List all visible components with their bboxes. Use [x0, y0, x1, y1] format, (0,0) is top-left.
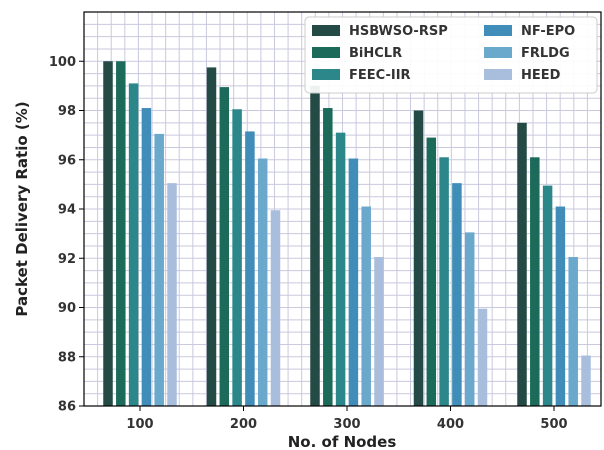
x-tick-label: 200: [230, 417, 257, 432]
y-tick-label: 92: [58, 252, 76, 267]
legend-swatch: [312, 47, 340, 58]
legend-box: [304, 16, 598, 94]
bar-bihclr-400: [426, 137, 437, 406]
bar-hsbwso-rsp-300: [310, 85, 320, 406]
bar-nf-epo-300: [348, 158, 359, 406]
y-tick-label: 90: [58, 301, 76, 316]
x-tick-label: 300: [333, 417, 360, 432]
x-tick-label: 500: [540, 417, 567, 432]
bar-frldg-100: [154, 133, 164, 407]
bars: [103, 61, 591, 407]
bar-heed-400: [477, 308, 488, 406]
bar-feec-iir-400: [439, 157, 449, 406]
bar-hsbwso-rsp-400: [413, 110, 424, 406]
x-axis-ticks: 100 200 300 400 500: [126, 406, 568, 432]
bar-heed-100: [167, 183, 177, 406]
bar-hsbwso-rsp-500: [517, 122, 527, 406]
bar-frldg-400: [464, 232, 475, 406]
bar-bihclr-500: [530, 157, 540, 406]
legend: HSBWSO-RSP BiHCLR FEEC-IIR NF-EPO FRLDG HEED: [304, 16, 598, 94]
bar-feec-iir-300: [335, 132, 346, 406]
bar-nf-epo-100: [141, 108, 152, 406]
legend-swatch: [484, 25, 512, 36]
x-tick-label: 400: [437, 417, 464, 432]
legend-label: NF-EPO: [521, 24, 575, 39]
bar-frldg-500: [568, 257, 578, 406]
y-tick-label: 94: [58, 203, 76, 218]
legend-swatch: [312, 25, 340, 36]
legend-label: HSBWSO-RSP: [349, 24, 448, 39]
bar-nf-epo-500: [555, 206, 566, 406]
bar-feec-iir-200: [232, 109, 242, 407]
y-tick-label: 88: [58, 350, 76, 365]
legend-label: BiHCLR: [349, 46, 402, 61]
y-tick-label: 98: [58, 104, 76, 119]
legend-swatch: [312, 69, 340, 80]
legend-label: FRLDG: [521, 46, 570, 61]
x-tick-label: 100: [126, 417, 153, 432]
bar-bihclr-300: [323, 108, 333, 406]
x-axis-title: No. of Nodes: [288, 433, 397, 450]
y-tick-label: 96: [58, 153, 76, 168]
bar-hsbwso-rsp-100: [103, 61, 113, 406]
bar-heed-200: [270, 210, 281, 406]
y-tick-label: 86: [58, 400, 76, 415]
y-tick-label: 100: [49, 55, 76, 70]
bar-nf-epo-400: [452, 183, 462, 406]
y-axis-ticks: 86 88 90 92 94 96 98 100: [49, 55, 84, 415]
bar-hsbwso-rsp-200: [206, 67, 217, 406]
bar-feec-iir-500: [542, 185, 553, 406]
legend-label: FEEC-IIR: [349, 68, 411, 83]
bar-frldg-200: [257, 158, 268, 406]
legend-label: HEED: [521, 68, 561, 83]
bar-bihclr-200: [219, 87, 230, 406]
bar-frldg-300: [361, 206, 371, 406]
bar-feec-iir-100: [128, 83, 139, 406]
bar-bihclr-100: [116, 61, 126, 406]
bar-heed-300: [374, 257, 384, 406]
y-axis-title: Packet Delivery Ratio (%): [13, 101, 31, 316]
legend-swatch: [484, 47, 512, 58]
bar-nf-epo-200: [245, 131, 255, 406]
legend-swatch: [484, 69, 512, 80]
bar-heed-500: [581, 355, 591, 406]
